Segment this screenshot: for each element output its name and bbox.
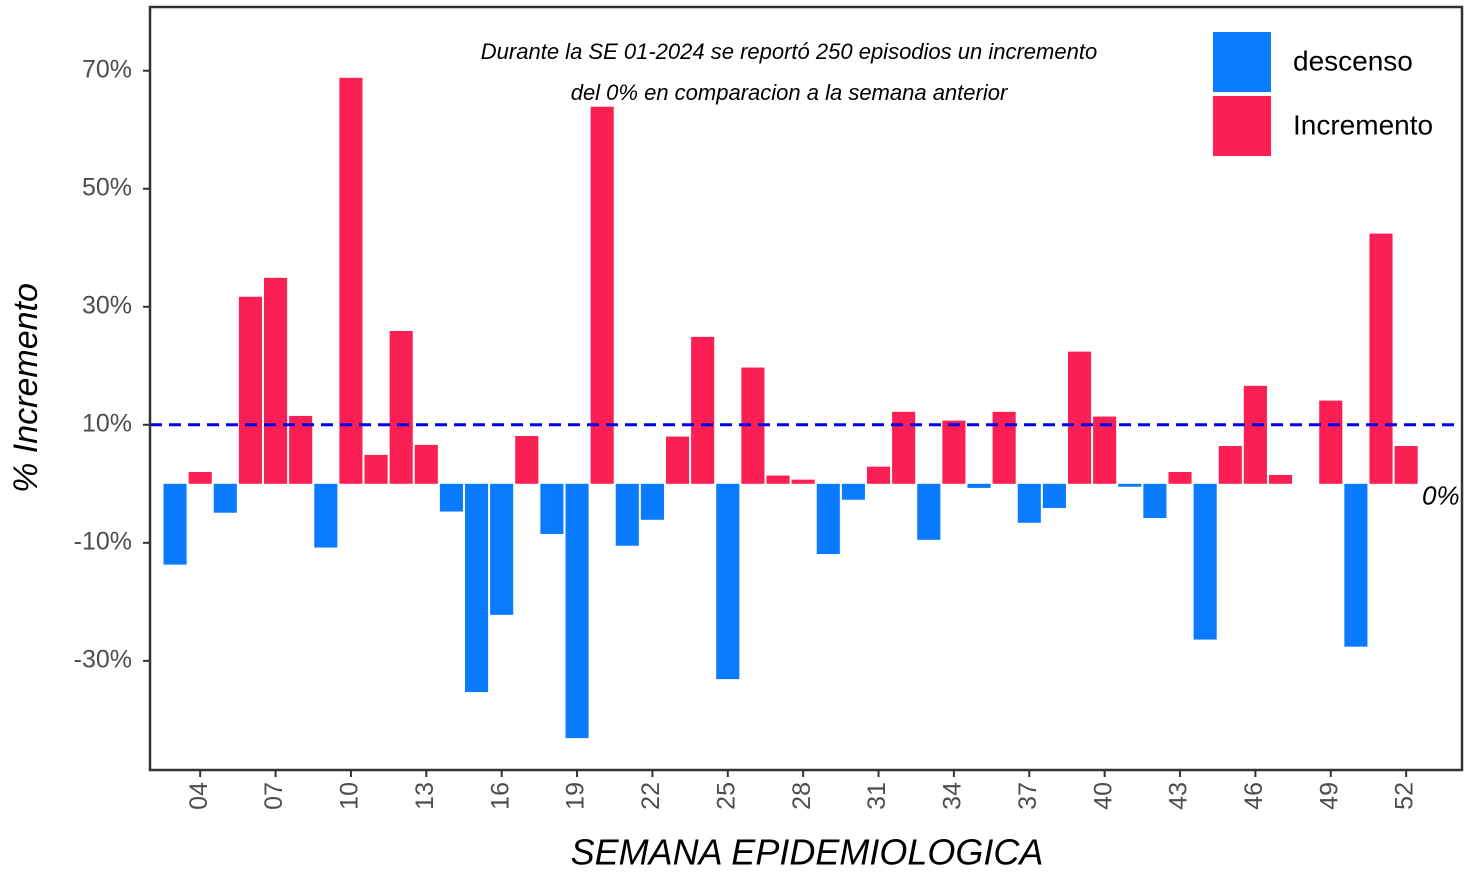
legend-swatch [1213, 32, 1271, 92]
bar [1143, 483, 1167, 519]
annotation: del 0% en comparacion a la semana anteri… [571, 80, 1009, 105]
plot-frame [148, 5, 1464, 772]
bar [967, 483, 991, 488]
bar [1243, 385, 1267, 484]
bar [540, 483, 564, 534]
x-tick-label: 04 [185, 782, 213, 810]
bar [490, 483, 514, 615]
bar [766, 475, 790, 484]
x-tick-label: 43 [1165, 782, 1193, 810]
x-tick-label: 10 [336, 782, 364, 810]
bar [364, 454, 388, 484]
legend-label: Incremento [1293, 109, 1433, 140]
bar [1218, 446, 1242, 484]
y-tick-label: -10% [74, 527, 132, 555]
x-tick-label: 07 [260, 782, 288, 810]
y-axis-title: % Incremento [7, 283, 45, 493]
bar [665, 436, 690, 484]
x-tick-label: 40 [1089, 782, 1117, 810]
bar [414, 444, 438, 484]
bar [942, 420, 966, 484]
bar [791, 479, 815, 484]
y-tick-label: 10% [82, 409, 132, 437]
bar [1369, 233, 1393, 484]
bar [992, 411, 1016, 484]
bar [590, 106, 614, 484]
bar [238, 296, 262, 484]
annotation: Durante la SE 01-2024 se reportó 250 epi… [481, 39, 1097, 64]
bar [1394, 446, 1418, 484]
bar [1042, 483, 1066, 508]
bar [188, 471, 212, 484]
bar [841, 483, 865, 500]
x-tick-label: 16 [486, 782, 514, 810]
x-tick-label: 13 [411, 782, 439, 810]
bar [691, 336, 715, 484]
legend-label: descenso [1293, 45, 1413, 76]
x-tick-label: 34 [939, 782, 967, 810]
bar [640, 483, 664, 520]
bar [1193, 483, 1217, 640]
bar [741, 367, 765, 484]
y-tick-label: -30% [74, 645, 132, 673]
bar [339, 77, 363, 484]
bar [389, 330, 413, 484]
bar [1118, 483, 1142, 487]
bar [1168, 471, 1192, 484]
bar [264, 277, 288, 484]
x-tick-label: 46 [1240, 782, 1268, 810]
x-tick-label: 49 [1315, 782, 1343, 810]
x-axis-title: SEMANA EPIDEMIOLOGICA [571, 832, 1044, 873]
bar [213, 483, 237, 513]
x-tick-label: 19 [562, 782, 590, 810]
bar [892, 411, 916, 484]
bar [615, 483, 639, 546]
x-tick-label: 31 [863, 782, 891, 810]
bar [163, 483, 187, 565]
x-tick-label: 37 [1014, 782, 1042, 810]
x-tick-label: 52 [1391, 782, 1419, 810]
bar [816, 483, 840, 555]
x-tick-label: 25 [712, 782, 740, 810]
bar [1067, 351, 1092, 484]
bar [1017, 483, 1041, 523]
bar [716, 483, 740, 680]
y-tick-label: 50% [82, 173, 132, 201]
bar [565, 483, 589, 739]
legend-swatch [1213, 96, 1271, 156]
bar [289, 415, 313, 484]
reference-label: 0% [1422, 481, 1460, 511]
x-tick-label: 28 [788, 782, 816, 810]
bar [1268, 474, 1293, 484]
bar [464, 483, 489, 693]
bar [314, 483, 338, 548]
y-tick-label: 30% [82, 291, 132, 319]
y-tick-label: 70% [82, 55, 132, 83]
x-tick-label: 22 [637, 782, 665, 810]
bar [917, 483, 941, 540]
bar [866, 466, 891, 484]
bar [439, 483, 463, 512]
bar [1344, 483, 1368, 647]
bar [515, 436, 539, 484]
bar [1319, 400, 1343, 484]
bar [1093, 416, 1117, 484]
